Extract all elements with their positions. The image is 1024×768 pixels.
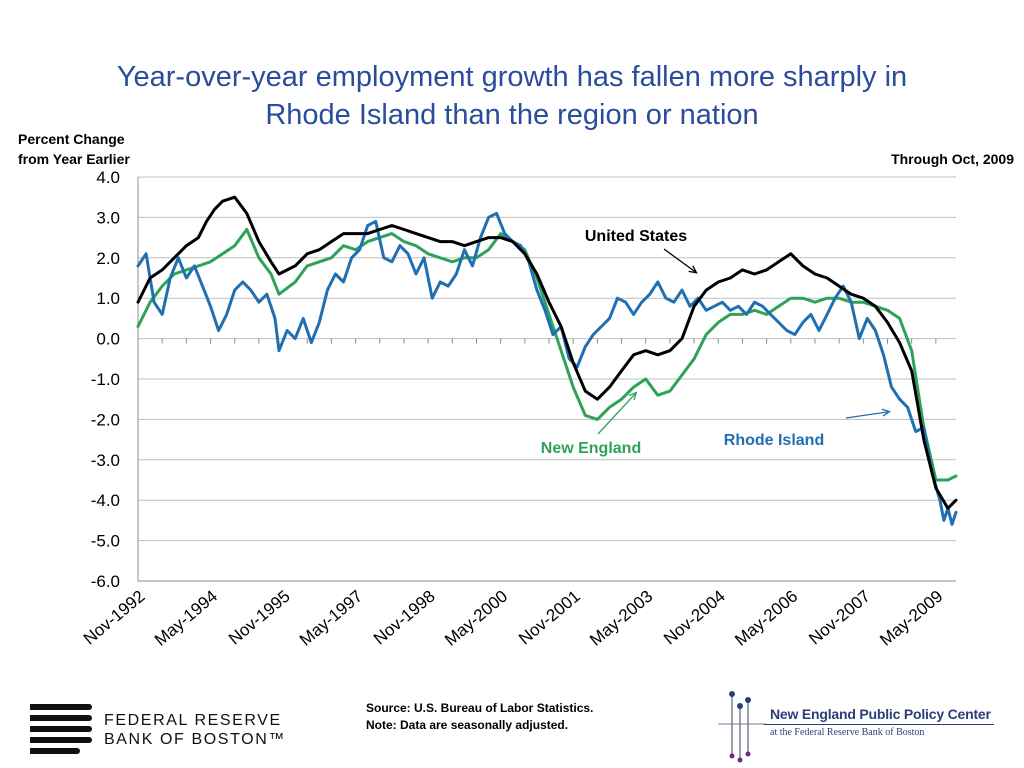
new-england-annotation-label: New England xyxy=(541,440,641,457)
y-axis-label-line-2: from Year Earlier xyxy=(18,151,130,167)
rhode-island-annotation-arrowhead xyxy=(881,408,892,417)
y-tick-label: 4.0 xyxy=(96,168,120,187)
chart-title: Year-over-year employment growth has fal… xyxy=(0,58,1024,134)
note-line: Note: Data are seasonally adjusted. xyxy=(366,718,569,732)
y-tick-label: 3.0 xyxy=(96,208,120,227)
x-tick-label: Nov-1992 xyxy=(80,587,149,649)
rhode-island-annotation-label: Rhode Island xyxy=(724,432,824,449)
x-tick-label: May-1997 xyxy=(296,587,366,650)
y-axis-label-line-1: Percent Change xyxy=(18,131,125,147)
chart-title-line-1: Year-over-year employment growth has fal… xyxy=(116,61,908,93)
nepc-pins-icon xyxy=(718,691,766,763)
y-tick-label: 1.0 xyxy=(96,289,120,308)
x-tick-label: Nov-2004 xyxy=(660,587,729,649)
x-tick-label: Nov-2001 xyxy=(515,587,584,649)
source-line: Source: U.S. Bureau of Labor Statistics. xyxy=(366,701,594,715)
frb-name-line-1: FEDERAL RESERVE xyxy=(104,712,282,729)
nepc-name: New England Public Policy Center xyxy=(770,706,991,722)
x-tick-label: May-2006 xyxy=(731,587,801,650)
y-tick-label: -1.0 xyxy=(91,370,120,389)
frb-name-line-2: BANK OF BOSTON™ xyxy=(104,731,286,748)
chart-title-line-2: Rhode Island than the region or nation xyxy=(265,99,759,131)
rhode-island-line xyxy=(136,211,958,526)
y-tick-label: -3.0 xyxy=(91,451,120,470)
united-states-line xyxy=(136,195,958,510)
y-tick-label: -5.0 xyxy=(91,532,120,551)
x-tick-label: May-1994 xyxy=(151,587,221,650)
x-tick-label: Nov-2007 xyxy=(805,587,874,649)
new-england-line xyxy=(136,228,958,482)
x-tick-label: May-2009 xyxy=(876,587,946,650)
x-tick-label: May-2000 xyxy=(441,587,511,650)
rhode-island-annotation-arrow xyxy=(845,410,890,419)
new-england-annotation-arrowhead xyxy=(628,391,638,401)
y-tick-label: 0.0 xyxy=(96,330,120,349)
source-note: Source: U.S. Bureau of Labor Statistics.… xyxy=(366,700,593,734)
united-states-annotation-label: United States xyxy=(585,228,687,245)
new-england-annotation-arrow xyxy=(597,392,637,435)
federal-reserve-logo: FEDERAL RESERVE BANK OF BOSTON™ xyxy=(30,700,300,756)
nepc-divider xyxy=(764,724,994,725)
x-tick-label: May-2003 xyxy=(586,587,656,650)
united-states-annotation-arrow xyxy=(663,248,697,274)
y-tick-label: -6.0 xyxy=(91,572,120,591)
x-tick-label: Nov-1995 xyxy=(225,587,294,649)
x-tick-label: Nov-1998 xyxy=(370,587,439,649)
y-axis-label: Percent Change from Year Earlier xyxy=(18,129,130,169)
nepc-subtitle: at the Federal Reserve Bank of Boston xyxy=(770,727,925,738)
y-tick-label: -2.0 xyxy=(91,410,120,429)
y-tick-label: 2.0 xyxy=(96,249,120,268)
federal-reserve-bars-icon xyxy=(30,704,94,754)
y-tick-label: -4.0 xyxy=(91,491,120,510)
united-states-annotation-arrowhead xyxy=(688,265,698,274)
through-date-label: Through Oct, 2009 xyxy=(891,151,1014,167)
nepc-logo: New England Public Policy Center at the … xyxy=(714,684,1004,764)
